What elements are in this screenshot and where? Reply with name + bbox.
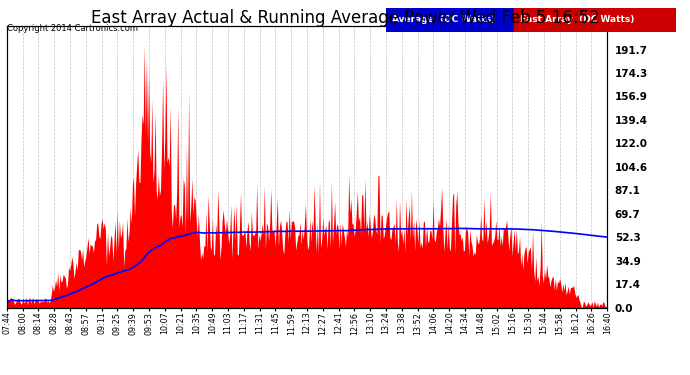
Text: Copyright 2014 Cartronics.com: Copyright 2014 Cartronics.com: [7, 24, 138, 33]
Text: Average  (DC Watts): Average (DC Watts): [392, 15, 495, 24]
Text: East Array Actual & Running Average Power Wed Feb 5 16:52: East Array Actual & Running Average Powe…: [90, 9, 600, 27]
Text: East Array  (DC Watts): East Array (DC Watts): [520, 15, 634, 24]
Bar: [514, 8, 676, 32]
Bar: [386, 8, 514, 32]
